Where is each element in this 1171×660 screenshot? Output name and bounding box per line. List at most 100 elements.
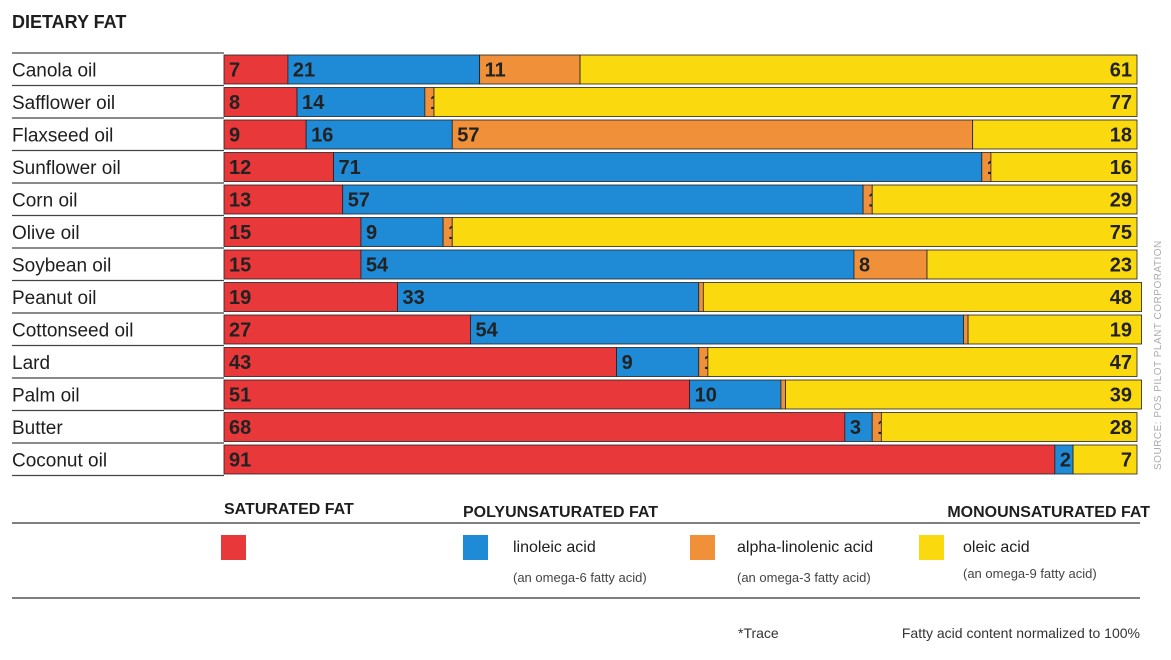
data-label-oleic: 29 <box>1110 190 1132 212</box>
category-label: Flaxseed oil <box>12 125 113 146</box>
source-credit: SOURCE: POS PILOT PLANT CORPORATION <box>1153 240 1164 470</box>
bar-segment-oleic <box>452 218 1137 247</box>
bar-row: Canola oil 7 21 11 61 <box>12 53 1137 86</box>
bar-segment-alpha <box>452 120 972 149</box>
bar-segment-linoleic <box>397 283 698 312</box>
category-label: Palm oil <box>12 385 80 406</box>
legend-swatch-oleic <box>919 535 944 560</box>
legend-alpha-sub: (an omega-3 fatty acid) <box>737 570 871 585</box>
bar-row: Safflower oil814177 <box>12 88 1137 119</box>
bar-segment-oleic <box>881 413 1137 442</box>
bar-segment-oleic <box>927 250 1137 279</box>
data-label-saturated: 15 <box>229 255 251 277</box>
data-label-saturated: 68 <box>229 417 251 439</box>
bar-row: Corn oil1357129 <box>12 185 1137 216</box>
bar-segment-oleic <box>580 55 1137 84</box>
category-label: Olive oil <box>12 223 80 244</box>
data-label-oleic: 77 <box>1110 92 1132 114</box>
bar-segment-linoleic <box>471 315 964 344</box>
category-label: Soybean oil <box>12 255 111 276</box>
data-label-linoleic: 3 <box>850 417 861 439</box>
bar-segment-oleic <box>434 88 1137 117</box>
data-label-linoleic: 57 <box>348 190 370 212</box>
bar-row: Lard439147 <box>12 348 1137 379</box>
data-label-saturated: 9 <box>229 125 240 147</box>
bar-segment-saturated <box>224 315 471 344</box>
category-label: Peanut oil <box>12 288 97 309</box>
data-label-linoleic: 54 <box>366 255 389 277</box>
chart-title: DIETARY FAT <box>12 12 126 32</box>
legend-linoleic-name: linoleic acid <box>513 539 596 556</box>
legend-oleic-name: oleic acid <box>963 539 1030 556</box>
data-label-oleic: 47 <box>1110 352 1132 374</box>
bar-segment-oleic <box>703 283 1141 312</box>
data-label-saturated: 13 <box>229 190 251 212</box>
legend-swatch-saturated <box>221 535 246 560</box>
bar-segment-linoleic <box>361 250 854 279</box>
bar-segment-alpha <box>964 315 969 344</box>
legend-swatch-linoleic <box>463 535 488 560</box>
bar-segment-alpha <box>781 380 786 409</box>
legend-oleic-sub: (an omega-9 fatty acid) <box>963 566 1097 581</box>
category-label: Canola oil <box>12 60 97 81</box>
data-label-saturated: 51 <box>229 385 251 407</box>
data-label-saturated: 12 <box>229 157 251 179</box>
legend-polyunsaturated-heading: POLYUNSATURATED FAT <box>463 504 658 521</box>
legend-swatch-alpha <box>690 535 715 560</box>
data-label-saturated: 7 <box>229 60 240 82</box>
bar-segment-saturated <box>224 445 1055 474</box>
bar-segment-linoleic <box>288 55 480 84</box>
bar-segment-saturated <box>224 380 690 409</box>
data-label-linoleic: 16 <box>311 125 333 147</box>
data-label-oleic: 19 <box>1110 320 1132 342</box>
bar-segment-saturated <box>224 348 617 377</box>
bar-row: Palm oil5110*39 <box>12 380 1142 411</box>
bar-segment-linoleic <box>334 153 982 182</box>
category-label: Lard <box>12 353 50 374</box>
data-label-linoleic: 21 <box>293 60 315 82</box>
data-label-saturated: 27 <box>229 320 251 342</box>
data-label-alpha: 11 <box>485 60 506 82</box>
data-label-oleic: 23 <box>1110 255 1132 277</box>
category-label: Safflower oil <box>12 93 115 114</box>
legend-linoleic-sub: (an omega-6 fatty acid) <box>513 570 647 585</box>
data-label-linoleic: 71 <box>339 157 361 179</box>
bar-segment-saturated <box>224 413 845 442</box>
category-label: Butter <box>12 418 63 439</box>
bar-segment-oleic <box>872 185 1137 214</box>
data-label-oleic: 48 <box>1110 287 1132 309</box>
data-label-alpha: 8 <box>859 255 870 277</box>
data-label-oleic: 61 <box>1110 60 1132 82</box>
bar-row: Coconut oil 91 2 7 <box>12 445 1137 476</box>
bar-segment-oleic <box>708 348 1137 377</box>
data-label-saturated: 19 <box>229 287 251 309</box>
bar-segment-alpha <box>699 283 704 312</box>
data-label-alpha: 57 <box>457 125 479 147</box>
normalized-note: Fatty acid content normalized to 100% <box>902 625 1140 641</box>
data-label-linoleic: 10 <box>695 385 717 407</box>
bar-segment-oleic <box>785 380 1141 409</box>
legend-saturated-heading: SATURATED FAT <box>224 501 354 518</box>
bar-row: Butter683128 <box>12 413 1137 444</box>
bar-row: Soybean oil 15 54 8 23 <box>12 250 1137 281</box>
data-label-saturated: 15 <box>229 222 251 244</box>
data-label-saturated: 91 <box>229 450 251 472</box>
legend-alpha-name: alpha-linolenic acid <box>737 539 873 556</box>
data-label-oleic: 18 <box>1110 125 1132 147</box>
data-label-linoleic: 14 <box>302 92 325 114</box>
data-label-linoleic: 9 <box>366 222 377 244</box>
bar-row: Sunflower oil1271116 <box>12 153 1137 184</box>
data-label-saturated: 8 <box>229 92 240 114</box>
data-label-linoleic: 2 <box>1060 450 1071 472</box>
trace-note: *Trace <box>738 625 779 641</box>
data-label-saturated: 43 <box>229 352 251 374</box>
category-label: Corn oil <box>12 190 77 211</box>
data-label-oleic: 28 <box>1110 417 1132 439</box>
data-label-oleic: 39 <box>1110 385 1132 407</box>
bar-row: Olive oil159175 <box>12 218 1137 249</box>
